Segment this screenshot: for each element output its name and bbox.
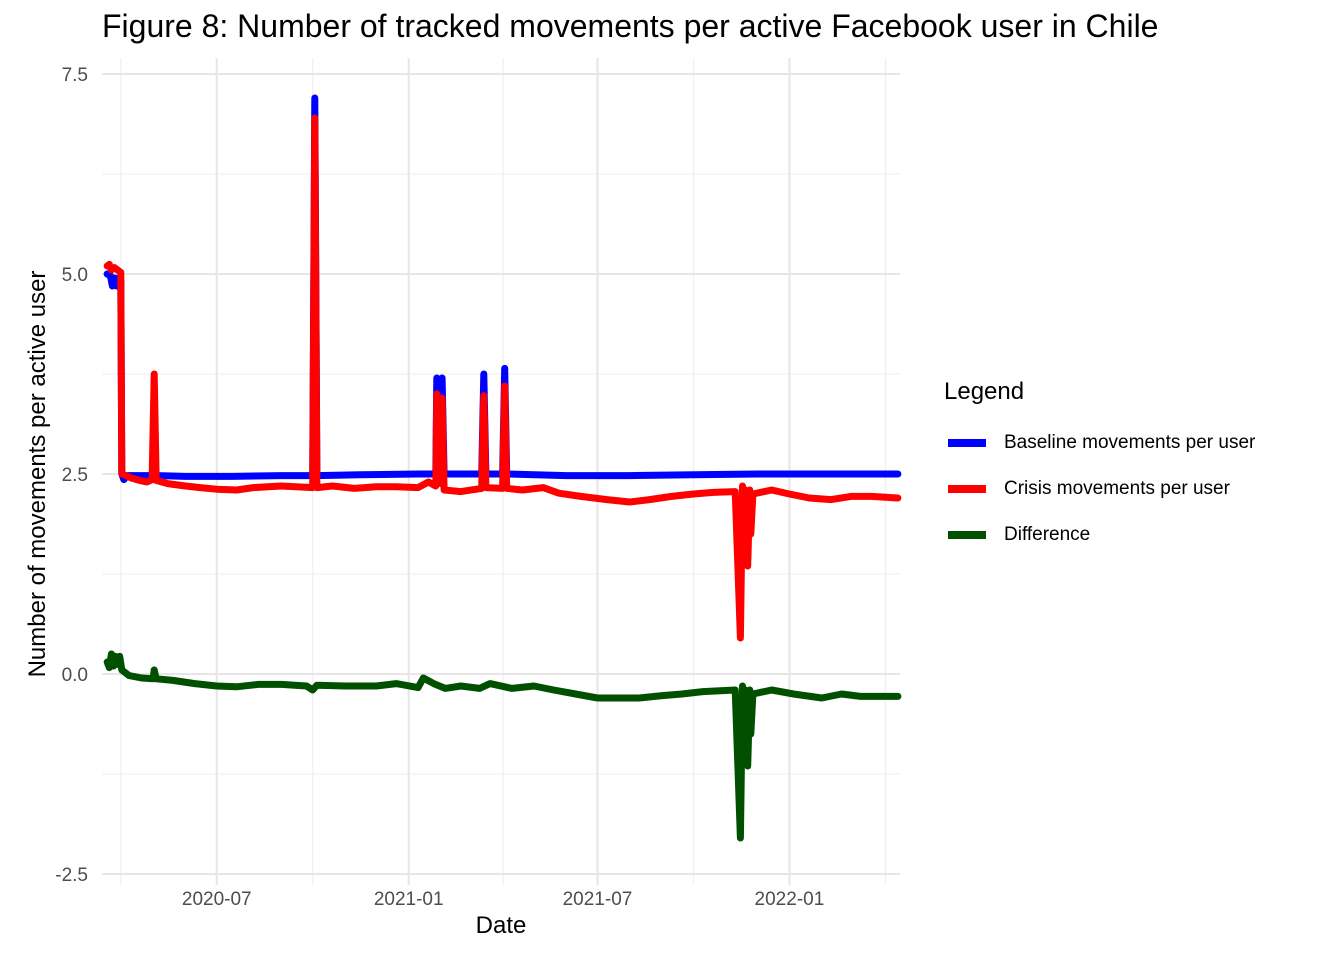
series-line-difference <box>103 650 902 842</box>
x-tick-labels: 2020-07 2021-01 2021-07 2022-01 <box>182 889 824 910</box>
y-tick-label: 5.0 <box>62 265 88 286</box>
legend-item-difference: Difference <box>944 512 1255 558</box>
legend-label-difference: Difference <box>1004 524 1091 545</box>
legend-label-crisis: Crisis movements per user <box>1004 478 1230 499</box>
legend-key-baseline <box>948 439 986 447</box>
y-tick-label: 7.5 <box>62 65 88 86</box>
x-axis-label: Date <box>475 912 527 939</box>
y-axis-label: Number of movements per active user <box>24 270 51 678</box>
legend-item-crisis: Crisis movements per user <box>944 466 1255 512</box>
y-tick-label: -2.5 <box>55 865 88 886</box>
major-gridlines <box>102 58 900 885</box>
series-line-crisis-movements-per-user <box>103 114 902 642</box>
legend: Legend Baseline movements per user Crisi… <box>944 378 1255 558</box>
y-tick-label: 0.0 <box>62 665 88 686</box>
legend-title: Legend <box>944 378 1025 405</box>
x-tick-label: 2021-07 <box>563 889 633 910</box>
legend-key-difference <box>948 531 986 539</box>
legend-key-crisis <box>948 485 986 493</box>
x-tick-label: 2022-01 <box>755 889 825 910</box>
chart-title: Figure 8: Number of tracked movements pe… <box>102 8 1159 44</box>
series-layer <box>103 94 902 842</box>
x-tick-label: 2020-07 <box>182 889 252 910</box>
legend-label-baseline: Baseline movements per user <box>1004 432 1256 453</box>
x-tick-label: 2021-01 <box>374 889 444 910</box>
legend-item-baseline: Baseline movements per user <box>944 420 1255 466</box>
y-tick-labels: -2.5 0.0 2.5 5.0 7.5 <box>55 65 88 886</box>
y-tick-label: 2.5 <box>62 465 88 486</box>
